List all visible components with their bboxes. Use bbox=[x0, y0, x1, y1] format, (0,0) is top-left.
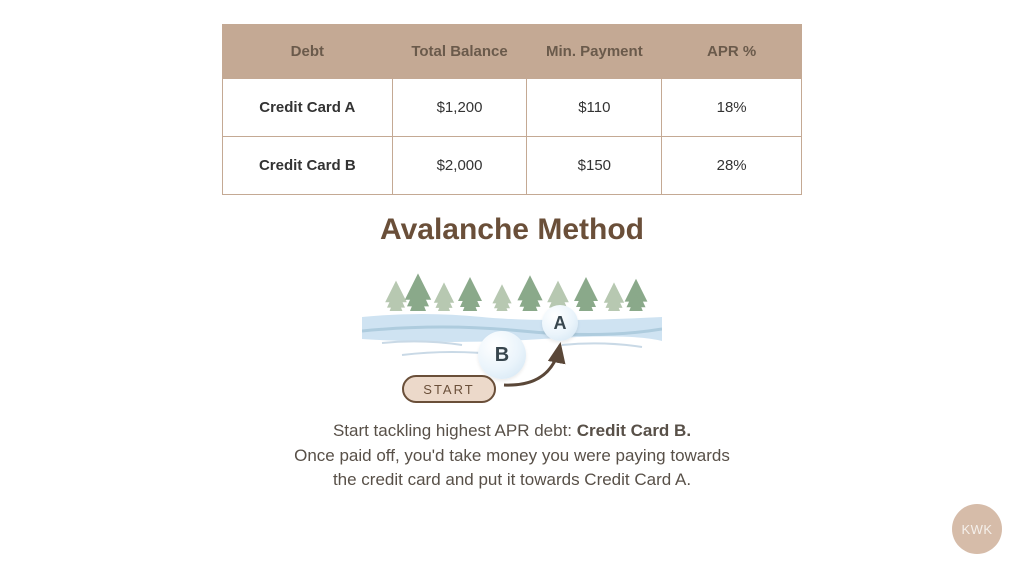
col-total-balance: Total Balance bbox=[392, 25, 527, 79]
debt-name-cell: Credit Card A bbox=[223, 79, 393, 137]
snowball-b: B bbox=[478, 331, 526, 379]
snowball-a: A bbox=[542, 305, 578, 341]
table-row: Credit Card A$1,200$11018% bbox=[223, 79, 802, 137]
cell: $150 bbox=[527, 137, 662, 195]
debt-table: DebtTotal BalanceMin. PaymentAPR % Credi… bbox=[222, 24, 802, 195]
desc-line2: Once paid off, you'd take money you were… bbox=[294, 446, 730, 465]
col-debt: Debt bbox=[223, 25, 393, 79]
avalanche-illustration: BA START bbox=[362, 257, 662, 407]
start-label: START bbox=[402, 375, 496, 403]
desc-line3: the credit card and put it towards Credi… bbox=[333, 470, 691, 489]
description-text: Start tackling highest APR debt: Credit … bbox=[294, 419, 730, 493]
cell: $110 bbox=[527, 79, 662, 137]
col-apr-: APR % bbox=[662, 25, 802, 79]
debt-name-cell: Credit Card B bbox=[223, 137, 393, 195]
method-heading: Avalanche Method bbox=[380, 213, 644, 247]
cell: 18% bbox=[662, 79, 802, 137]
table-row: Credit Card B$2,000$15028% bbox=[223, 137, 802, 195]
cell: $1,200 bbox=[392, 79, 527, 137]
cell: 28% bbox=[662, 137, 802, 195]
cell: $2,000 bbox=[392, 137, 527, 195]
brand-badge: KWK bbox=[952, 504, 1002, 554]
desc-line1-pre: Start tackling highest APR debt: bbox=[333, 421, 577, 440]
desc-line1-bold: Credit Card B. bbox=[577, 421, 691, 440]
col-min-payment: Min. Payment bbox=[527, 25, 662, 79]
